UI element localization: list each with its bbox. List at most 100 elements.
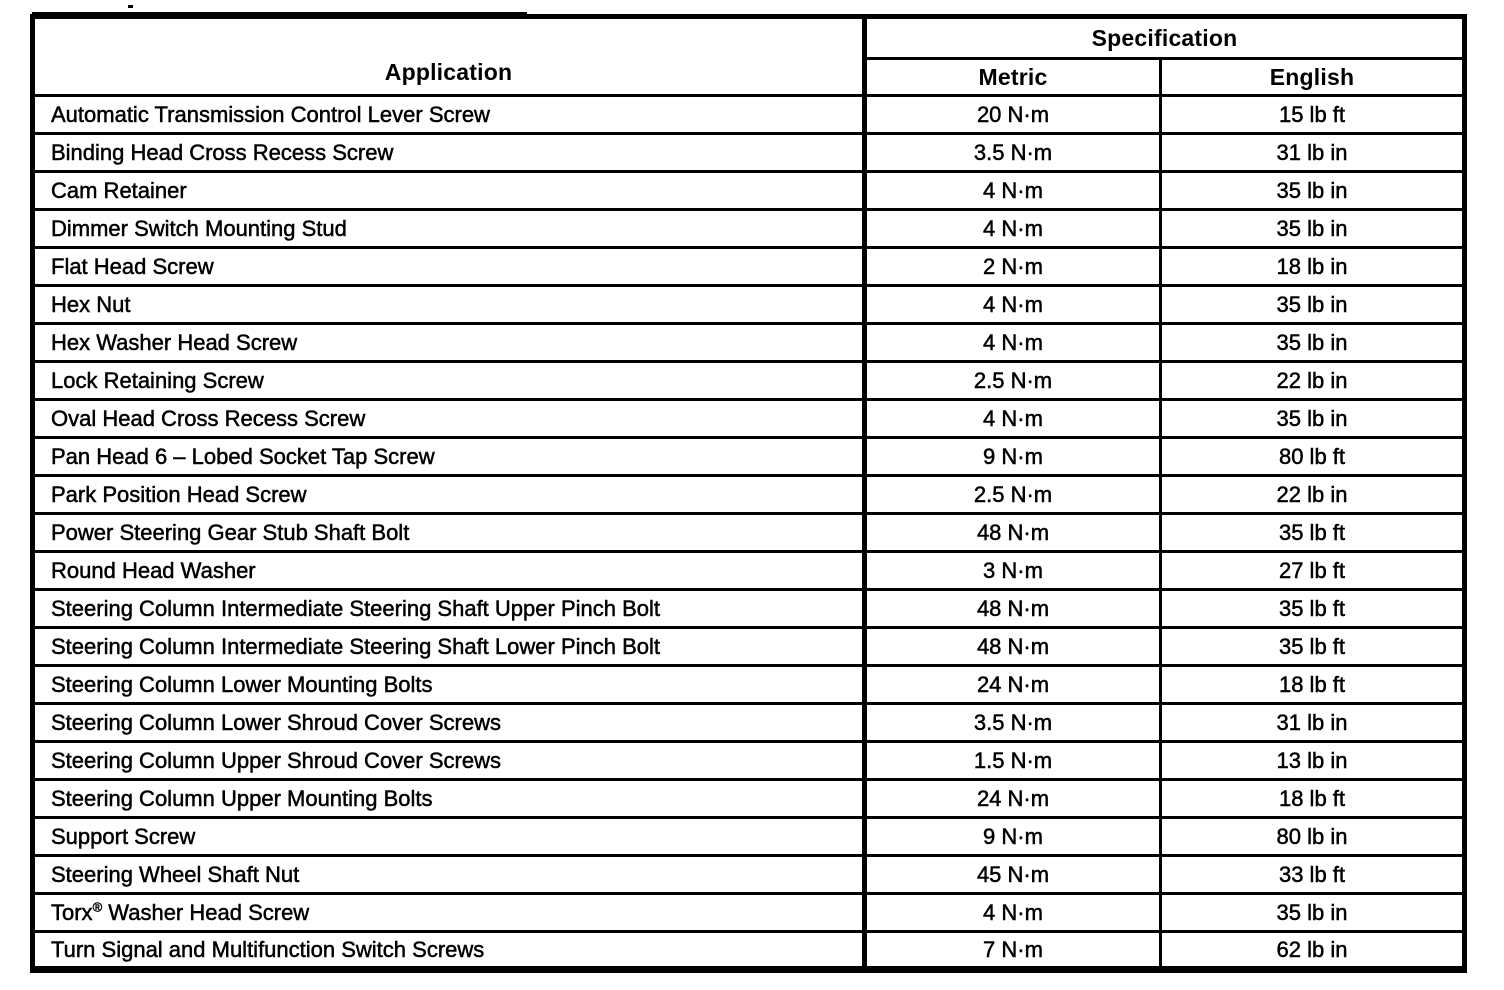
table-body: Automatic Transmission Control Lever Scr… <box>31 94 1466 971</box>
table-header: Application Specification Metric English <box>31 15 1466 97</box>
application-cell: Steering Column Intermediate Steering Sh… <box>31 588 867 629</box>
table-row: Flat Head Screw 2 N·m 18 lb in <box>31 246 1466 287</box>
application-cell: Hex Nut <box>31 284 867 325</box>
application-cell: Steering Column Lower Mounting Bolts <box>31 664 867 705</box>
table-row: Steering Column Lower Shroud Cover Screw… <box>31 702 1466 743</box>
table-row: Steering Column Upper Shroud Cover Screw… <box>31 740 1466 781</box>
metric-cell: 4 N·m <box>863 208 1162 249</box>
metric-cell: 4 N·m <box>863 170 1162 211</box>
metric-cell: 9 N·m <box>863 436 1162 477</box>
application-cell: Dimmer Switch Mounting Stud <box>31 208 867 249</box>
fastener-torque-spec-table: Application Specification Metric English… <box>30 14 1467 973</box>
metric-cell: 4 N·m <box>863 892 1162 933</box>
english-cell: 35 lb in <box>1159 892 1466 933</box>
english-cell: 18 lb ft <box>1159 664 1466 705</box>
metric-cell: 2.5 N·m <box>863 360 1162 401</box>
english-cell: 62 lb in <box>1159 930 1466 971</box>
metric-cell: 1.5 N·m <box>863 740 1162 781</box>
metric-cell: 48 N·m <box>863 512 1162 553</box>
application-cell: Power Steering Gear Stub Shaft Bolt <box>31 512 867 553</box>
english-cell: 35 lb in <box>1159 322 1466 363</box>
english-cell: 80 lb ft <box>1159 436 1466 477</box>
metric-cell: 4 N·m <box>863 322 1162 363</box>
metric-cell: 20 N·m <box>863 94 1162 135</box>
application-cell: Round Head Washer <box>31 550 867 591</box>
metric-cell: 7 N·m <box>863 930 1162 971</box>
application-cell: Hex Washer Head Screw <box>31 322 867 363</box>
metric-cell: 45 N·m <box>863 854 1162 895</box>
table-row: Cam Retainer 4 N·m 35 lb in <box>31 170 1466 211</box>
application-cell: Steering Column Upper Shroud Cover Screw… <box>31 740 867 781</box>
application-cell: Pan Head 6 – Lobed Socket Tap Screw <box>31 436 867 477</box>
metric-cell: 4 N·m <box>863 398 1162 439</box>
table-row: Hex Nut 4 N·m 35 lb in <box>31 284 1466 325</box>
table-row: Park Position Head Screw 2.5 N·m 22 lb in <box>31 474 1466 515</box>
english-cell: 22 lb in <box>1159 360 1466 401</box>
metric-cell: 48 N·m <box>863 626 1162 667</box>
metric-cell: 3 N·m <box>863 550 1162 591</box>
table-row: Steering Column Lower Mounting Bolts 24 N… <box>31 664 1466 705</box>
application-cell: Steering Column Lower Shroud Cover Screw… <box>31 702 867 743</box>
header-row-top: Application Specification <box>31 15 1466 97</box>
english-cell: 35 lb ft <box>1159 512 1466 553</box>
application-cell: Steering Column Upper Mounting Bolts <box>31 778 867 819</box>
table-row: Steering Wheel Shaft Nut 45 N·m 33 lb ft <box>31 854 1466 895</box>
application-cell: Binding Head Cross Recess Screw <box>31 132 867 173</box>
english-cell: 27 lb ft <box>1159 550 1466 591</box>
english-cell: 35 lb in <box>1159 398 1466 439</box>
table-row: Oval Head Cross Recess Screw 4 N·m 35 lb i… <box>31 398 1466 439</box>
registered-trademark-symbol: ® <box>92 899 103 915</box>
table-row: Dimmer Switch Mounting Stud 4 N·m 35 lb in <box>31 208 1466 249</box>
english-cell: 35 lb in <box>1159 170 1466 211</box>
english-cell: 18 lb ft <box>1159 778 1466 819</box>
english-cell: 35 lb in <box>1159 284 1466 325</box>
table-row: Round Head Washer 3 N·m 27 lb ft <box>31 550 1466 591</box>
english-cell: 35 lb ft <box>1159 626 1466 667</box>
english-cell: 33 lb ft <box>1159 854 1466 895</box>
english-cell: 22 lb in <box>1159 474 1466 515</box>
english-cell: 35 lb ft <box>1159 588 1466 629</box>
table-row: Pan Head 6 – Lobed Socket Tap Screw 9 N·m… <box>31 436 1466 477</box>
metric-cell: 2 N·m <box>863 246 1162 287</box>
table-row: Support Screw 9 N·m 80 lb in <box>31 816 1466 857</box>
english-column-header: English <box>1159 57 1466 97</box>
metric-cell: 3.5 N·m <box>863 702 1162 743</box>
table-row: Torx® Washer Head Screw 4 N·m 35 lb in <box>31 892 1466 933</box>
table-row: Automatic Transmission Control Lever Scr… <box>31 94 1466 135</box>
english-cell: 18 lb in <box>1159 246 1466 287</box>
table-row: Steering Column Intermediate Steering Sh… <box>31 588 1466 629</box>
english-cell: 31 lb in <box>1159 702 1466 743</box>
table-row: Steering Column Intermediate Steering Sh… <box>31 626 1466 667</box>
application-cell: Steering Column Intermediate Steering Sh… <box>31 626 867 667</box>
application-cell: Flat Head Screw <box>31 246 867 287</box>
metric-cell: 48 N·m <box>863 588 1162 629</box>
metric-column-header: Metric <box>863 57 1162 97</box>
table-row: Turn Signal and Multifunction Switch Scr… <box>31 930 1466 971</box>
table-row: Steering Column Upper Mounting Bolts 24 N… <box>31 778 1466 819</box>
application-cell: Turn Signal and Multifunction Switch Scr… <box>31 930 867 971</box>
application-cell: Lock Retaining Screw <box>31 360 867 401</box>
table-row: Binding Head Cross Recess Screw 3.5 N·m 31… <box>31 132 1466 173</box>
table-row: Power Steering Gear Stub Shaft Bolt 48 N·… <box>31 512 1466 553</box>
application-cell: Support Screw <box>31 816 867 857</box>
english-cell: 13 lb in <box>1159 740 1466 781</box>
metric-cell: 4 N·m <box>863 284 1162 325</box>
table-row: Hex Washer Head Screw 4 N·m 35 lb in <box>31 322 1466 363</box>
application-cell: Automatic Transmission Control Lever Scr… <box>31 94 867 135</box>
metric-cell: 3.5 N·m <box>863 132 1162 173</box>
english-cell: 35 lb in <box>1159 208 1466 249</box>
metric-cell: 9 N·m <box>863 816 1162 857</box>
application-cell: Cam Retainer <box>31 170 867 211</box>
table-row: Lock Retaining Screw 2.5 N·m 22 lb in <box>31 360 1466 401</box>
application-cell: Steering Wheel Shaft Nut <box>31 854 867 895</box>
application-cell: Torx® Washer Head Screw <box>31 892 867 933</box>
application-column-header: Application <box>31 15 867 97</box>
header-row-units: Metric English <box>33 57 1466 97</box>
english-cell: 31 lb in <box>1159 132 1466 173</box>
english-cell: 80 lb in <box>1159 816 1466 857</box>
application-cell: Oval Head Cross Recess Screw <box>31 398 867 439</box>
metric-cell: 2.5 N·m <box>863 474 1162 515</box>
application-cell: Park Position Head Screw <box>31 474 867 515</box>
scan-artifact-dot <box>128 5 133 8</box>
